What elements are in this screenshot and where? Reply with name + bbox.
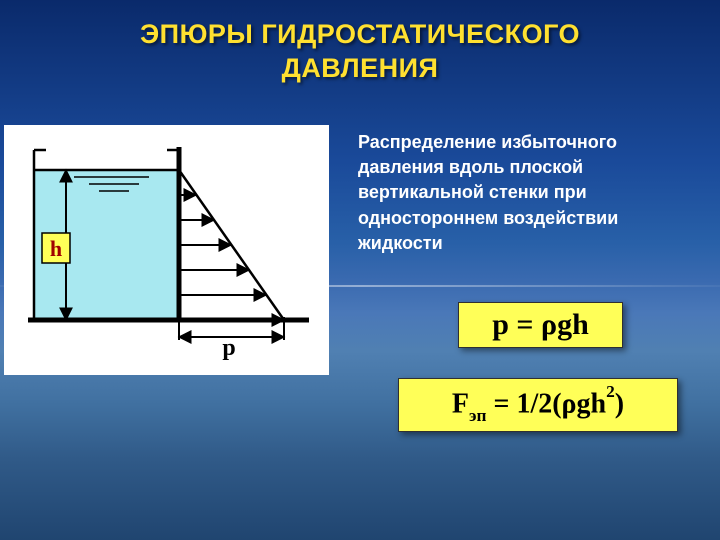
svg-text:h: h [50,236,62,261]
formula-1-text: p = ρgh [492,308,589,342]
pressure-diagram: hp [4,125,329,375]
description-text: Распределение избыточного давления вдоль… [358,130,698,256]
formula-force: Fэп = 1/2(ρgh2) [398,378,678,432]
slide-title: ЭПЮРЫ ГИДРОСТАТИЧЕСКОГО ДАВЛЕНИЯ [0,18,720,86]
title-line-1: ЭПЮРЫ ГИДРОСТАТИЧЕСКОГО [140,19,580,49]
formula-pressure: p = ρgh [458,302,623,348]
formula-2-content: Fэп = 1/2(ρgh2) [452,387,624,424]
title-line-2: ДАВЛЕНИЯ [282,53,439,83]
diagram-svg: hp [4,125,329,375]
svg-text:p: p [222,335,235,361]
